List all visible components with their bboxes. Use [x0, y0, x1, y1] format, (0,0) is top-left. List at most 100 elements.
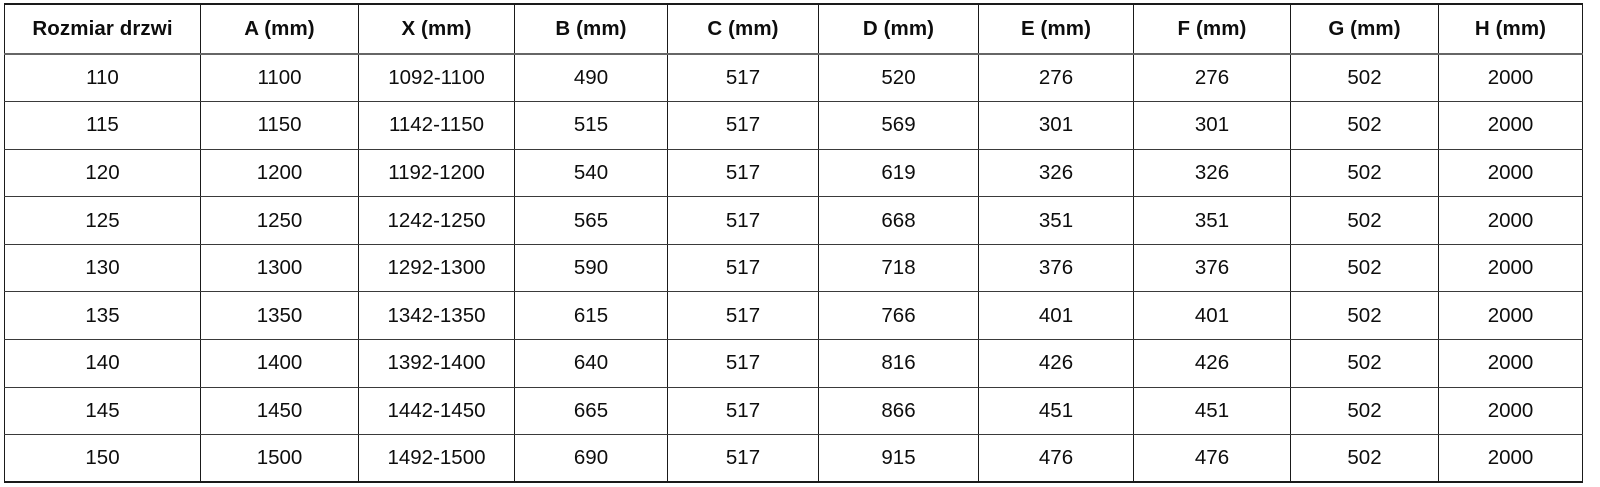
- cell-a: 1250: [200, 196, 359, 245]
- cell-e: 276: [978, 53, 1134, 103]
- cell-x: 1192-1200: [358, 148, 515, 198]
- cell-d: 619: [818, 148, 979, 198]
- cell-x: 1092-1100: [358, 53, 515, 103]
- cell-a: 1300: [200, 243, 359, 293]
- cell-door-size: 125: [4, 196, 201, 245]
- cell-a: 1200: [200, 148, 359, 198]
- cell-g: 502: [1290, 386, 1439, 436]
- cell-d: 816: [818, 339, 979, 388]
- cell-x: 1292-1300: [358, 243, 515, 293]
- cell-h: 2000: [1438, 243, 1583, 293]
- cell-b: 665: [514, 386, 668, 436]
- cell-x: 1442-1450: [358, 386, 515, 436]
- cell-e: 376: [978, 243, 1134, 293]
- table-row: 125 1250 1242-1250 565 517 668 351 351 5…: [4, 196, 1583, 245]
- table-row: 145 1450 1442-1450 665 517 866 451 451 5…: [4, 386, 1583, 436]
- cell-b: 690: [514, 434, 668, 484]
- cell-g: 502: [1290, 53, 1439, 103]
- column-header-a: A (mm): [200, 3, 359, 55]
- cell-door-size: 115: [4, 101, 201, 150]
- cell-e: 301: [978, 101, 1134, 150]
- cell-c: 517: [667, 339, 819, 388]
- cell-a: 1100: [200, 53, 359, 103]
- column-header-g: G (mm): [1290, 3, 1439, 55]
- column-header-door-size: Rozmiar drzwi: [4, 3, 201, 55]
- cell-h: 2000: [1438, 434, 1583, 484]
- table-row: 150 1500 1492-1500 690 517 915 476 476 5…: [4, 434, 1583, 484]
- table-row: 130 1300 1292-1300 590 517 718 376 376 5…: [4, 243, 1583, 293]
- cell-d: 668: [818, 196, 979, 245]
- table-header: Rozmiar drzwi A (mm) X (mm) B (mm) C (mm…: [4, 3, 1583, 55]
- cell-b: 540: [514, 148, 668, 198]
- cell-x: 1242-1250: [358, 196, 515, 245]
- cell-f: 301: [1133, 101, 1291, 150]
- cell-c: 517: [667, 53, 819, 103]
- cell-h: 2000: [1438, 101, 1583, 150]
- cell-f: 476: [1133, 434, 1291, 484]
- cell-door-size: 120: [4, 148, 201, 198]
- column-header-f: F (mm): [1133, 3, 1291, 55]
- cell-h: 2000: [1438, 291, 1583, 341]
- table-header-row: Rozmiar drzwi A (mm) X (mm) B (mm) C (mm…: [4, 3, 1583, 55]
- cell-door-size: 110: [4, 53, 201, 103]
- cell-c: 517: [667, 243, 819, 293]
- table-row: 140 1400 1392-1400 640 517 816 426 426 5…: [4, 339, 1583, 388]
- cell-e: 476: [978, 434, 1134, 484]
- cell-x: 1492-1500: [358, 434, 515, 484]
- cell-x: 1392-1400: [358, 339, 515, 388]
- cell-door-size: 150: [4, 434, 201, 484]
- cell-e: 426: [978, 339, 1134, 388]
- cell-c: 517: [667, 434, 819, 484]
- cell-h: 2000: [1438, 339, 1583, 388]
- cell-e: 451: [978, 386, 1134, 436]
- cell-d: 718: [818, 243, 979, 293]
- cell-b: 640: [514, 339, 668, 388]
- cell-b: 565: [514, 196, 668, 245]
- cell-f: 326: [1133, 148, 1291, 198]
- cell-a: 1150: [200, 101, 359, 150]
- cell-x: 1342-1350: [358, 291, 515, 341]
- cell-f: 426: [1133, 339, 1291, 388]
- cell-b: 515: [514, 101, 668, 150]
- cell-f: 351: [1133, 196, 1291, 245]
- cell-d: 766: [818, 291, 979, 341]
- cell-g: 502: [1290, 243, 1439, 293]
- column-header-x: X (mm): [358, 3, 515, 55]
- cell-h: 2000: [1438, 386, 1583, 436]
- column-header-c: C (mm): [667, 3, 819, 55]
- column-header-d: D (mm): [818, 3, 979, 55]
- cell-f: 276: [1133, 53, 1291, 103]
- cell-door-size: 145: [4, 386, 201, 436]
- door-size-dimensions-table: Rozmiar drzwi A (mm) X (mm) B (mm) C (mm…: [4, 3, 1583, 484]
- cell-h: 2000: [1438, 196, 1583, 245]
- cell-g: 502: [1290, 291, 1439, 341]
- cell-d: 866: [818, 386, 979, 436]
- cell-g: 502: [1290, 339, 1439, 388]
- column-header-e: E (mm): [978, 3, 1134, 55]
- cell-d: 915: [818, 434, 979, 484]
- cell-b: 590: [514, 243, 668, 293]
- cell-f: 376: [1133, 243, 1291, 293]
- column-header-b: B (mm): [514, 3, 668, 55]
- cell-a: 1400: [200, 339, 359, 388]
- cell-b: 615: [514, 291, 668, 341]
- cell-b: 490: [514, 53, 668, 103]
- cell-g: 502: [1290, 101, 1439, 150]
- cell-x: 1142-1150: [358, 101, 515, 150]
- cell-h: 2000: [1438, 53, 1583, 103]
- table-row: 110 1100 1092-1100 490 517 520 276 276 5…: [4, 53, 1583, 103]
- cell-f: 451: [1133, 386, 1291, 436]
- table-body: 110 1100 1092-1100 490 517 520 276 276 5…: [4, 53, 1583, 484]
- cell-d: 520: [818, 53, 979, 103]
- cell-e: 326: [978, 148, 1134, 198]
- cell-door-size: 140: [4, 339, 201, 388]
- cell-g: 502: [1290, 196, 1439, 245]
- cell-door-size: 130: [4, 243, 201, 293]
- cell-c: 517: [667, 101, 819, 150]
- cell-g: 502: [1290, 434, 1439, 484]
- cell-g: 502: [1290, 148, 1439, 198]
- cell-c: 517: [667, 386, 819, 436]
- cell-a: 1450: [200, 386, 359, 436]
- cell-door-size: 135: [4, 291, 201, 341]
